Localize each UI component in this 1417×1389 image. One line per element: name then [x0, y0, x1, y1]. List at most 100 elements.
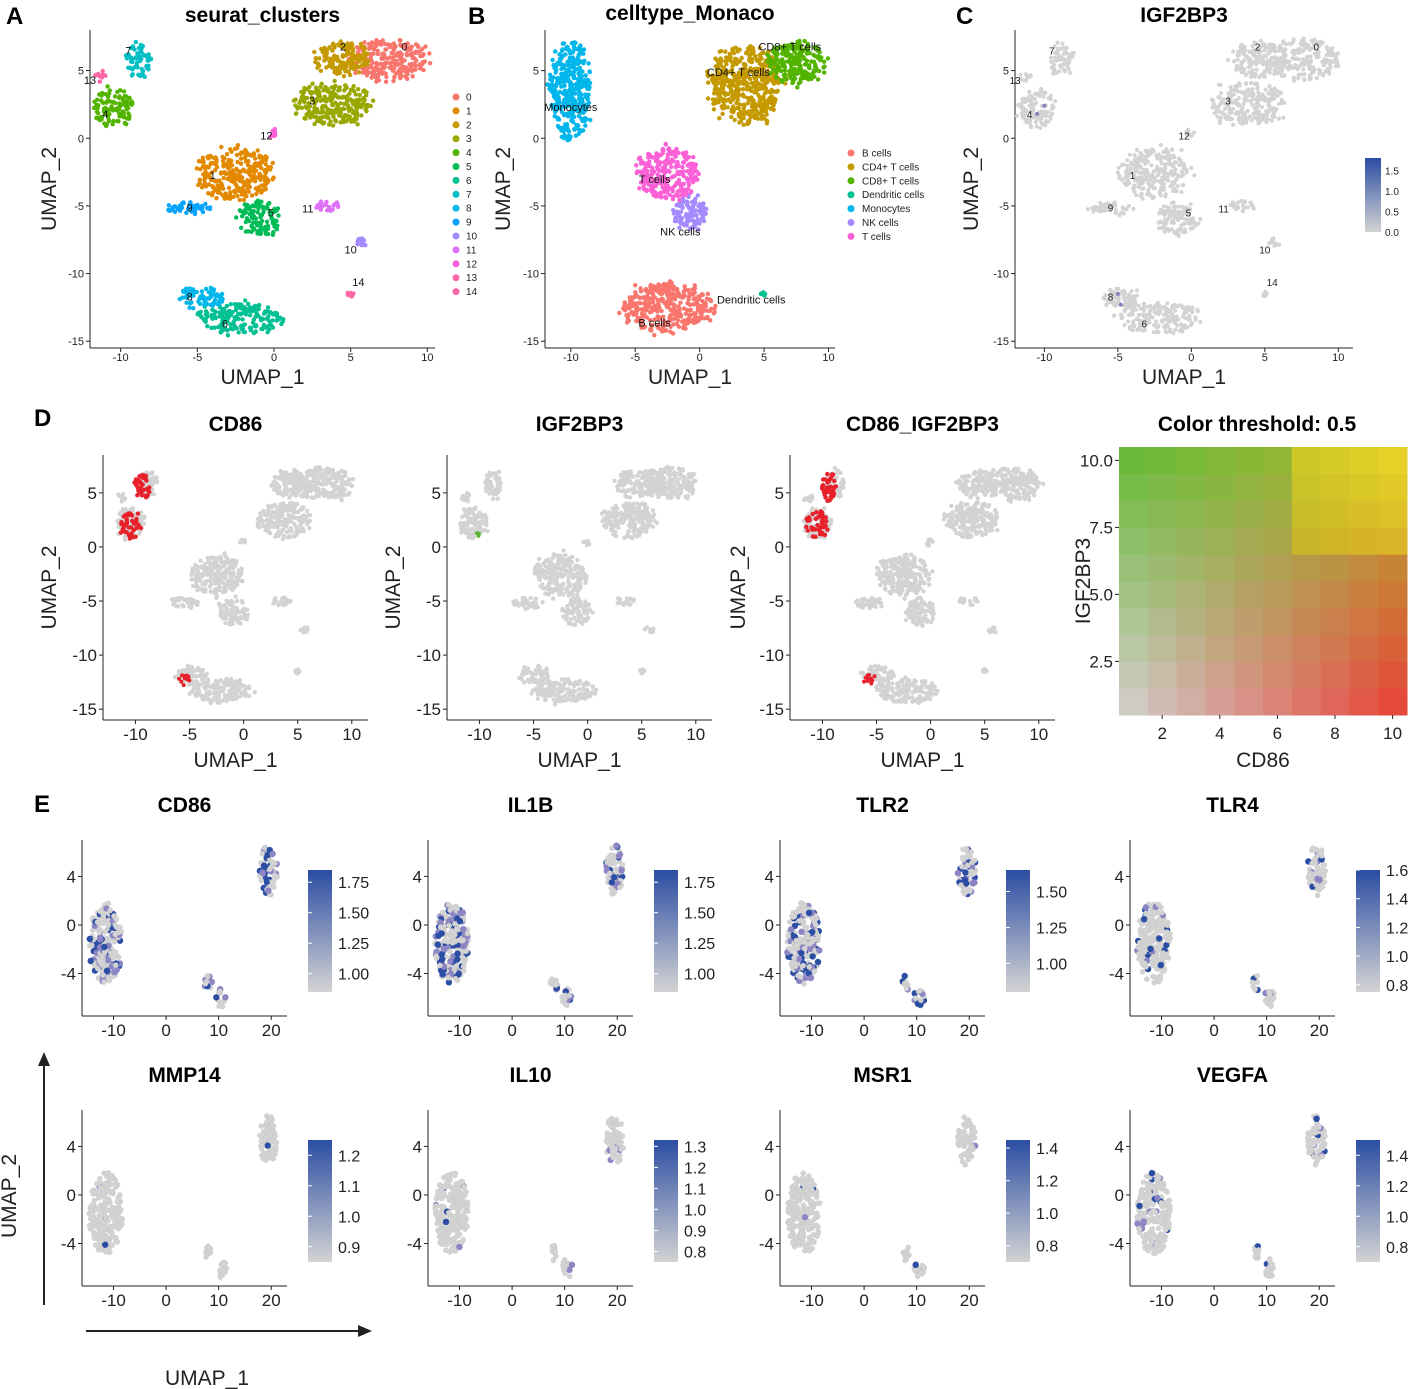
cell-point [1161, 312, 1166, 317]
cluster-point-1 [216, 187, 221, 192]
cluster-point-8 [210, 303, 215, 308]
cluster-point-1 [241, 197, 247, 203]
cell-point [1249, 74, 1254, 79]
cluster-point-13 [96, 71, 101, 77]
cluster-point-3 [320, 121, 326, 126]
cell-point [1085, 207, 1090, 212]
cluster-point-1 [243, 147, 248, 153]
cluster-point-0 [371, 47, 377, 52]
cluster-point-6 [247, 313, 253, 318]
colorbar-tick-label: 1.0 [1385, 187, 1399, 198]
cell-point [1115, 170, 1120, 175]
expressing-cell [1118, 302, 1123, 307]
cluster-label: 12 [1178, 132, 1190, 143]
celltype-point [679, 193, 685, 198]
cell-point [1232, 88, 1237, 93]
y-axis-label: UMAP_2 [492, 147, 515, 231]
celltype-point [681, 181, 686, 186]
cluster-point-0 [400, 64, 405, 70]
celltype-point [572, 75, 577, 81]
cell-point [1241, 119, 1246, 124]
celltype-point [658, 160, 663, 165]
cluster-point-3 [325, 106, 330, 112]
cell-point [1043, 121, 1048, 126]
cluster-label-10: 10 [345, 244, 357, 256]
cluster-point-6 [218, 330, 223, 335]
cell-point [1134, 316, 1139, 321]
cell-point [1178, 158, 1183, 163]
celltype-point [632, 294, 637, 299]
celltype-point [637, 186, 642, 191]
celltype-point [695, 318, 700, 323]
cluster-point-3 [337, 85, 342, 90]
celltype-point [677, 203, 682, 209]
celltype-point [556, 125, 562, 130]
celltype-point [643, 286, 649, 292]
cell-point [1235, 57, 1240, 62]
celltype-point [560, 76, 565, 81]
cluster-point-7 [128, 59, 134, 64]
celltype-point [802, 62, 808, 67]
cluster-point-1 [249, 193, 255, 198]
cluster-point-2 [318, 68, 324, 74]
cluster-point-10 [360, 236, 365, 241]
cell-point [1302, 62, 1307, 67]
cluster-point-4 [117, 94, 122, 99]
cluster-point-6 [241, 306, 247, 312]
cell-point [1239, 90, 1244, 95]
cell-point [1061, 67, 1066, 72]
celltype-point [678, 300, 683, 305]
cell-point [1053, 99, 1058, 104]
cell-point [1160, 187, 1165, 192]
cluster-point-7 [144, 63, 149, 69]
legend-swatch-14 [452, 288, 460, 296]
cell-point [1170, 173, 1175, 178]
cell-point [1215, 114, 1220, 119]
cell-point [1267, 84, 1272, 89]
cell-point [1251, 93, 1256, 98]
legend-swatch [847, 191, 855, 199]
cluster-point-1 [259, 154, 264, 159]
x-tick-label: 10 [421, 352, 433, 364]
cluster-point-6 [260, 326, 265, 332]
celltype-point [729, 114, 734, 120]
colorbar-bar [1365, 158, 1381, 232]
cell-point [1243, 81, 1248, 86]
cluster-point-5 [249, 215, 254, 220]
celltype-point [587, 69, 592, 75]
x-tick-label: 5 [1262, 352, 1268, 364]
cluster-point-6 [247, 305, 253, 310]
cell-point [1168, 213, 1173, 218]
celltype-point [693, 164, 698, 169]
cell-point [1129, 289, 1134, 294]
cluster-point-3 [293, 97, 298, 102]
cell-point [1151, 180, 1156, 185]
cluster-point-6 [203, 318, 208, 323]
celltype-point [757, 61, 762, 66]
y-tick-label: 5 [88, 484, 97, 503]
cluster-point-4 [111, 118, 116, 124]
y-tick-label: 0 [78, 133, 84, 145]
celltype-point [552, 93, 557, 99]
cluster-point-1 [213, 168, 218, 173]
cell-point [1308, 46, 1313, 51]
celltype-point [642, 312, 647, 317]
cluster-point-3 [299, 89, 304, 95]
celltype-point [778, 78, 784, 83]
cluster-point-5 [263, 224, 268, 230]
cluster-point-1 [221, 175, 226, 181]
cluster-point-3 [349, 99, 355, 104]
x-tick-label: -5 [1113, 352, 1123, 364]
celltype-point [724, 55, 729, 60]
celltype-point [683, 199, 689, 204]
cluster-point-13 [97, 79, 103, 84]
legend-label: T cells [862, 232, 891, 243]
cluster-point-5 [267, 200, 272, 206]
cell-point [1157, 191, 1162, 196]
cell-point [1169, 147, 1175, 152]
cell-point [1019, 101, 1024, 106]
cell-point [1146, 181, 1151, 186]
cluster-label: 14 [1267, 278, 1279, 289]
